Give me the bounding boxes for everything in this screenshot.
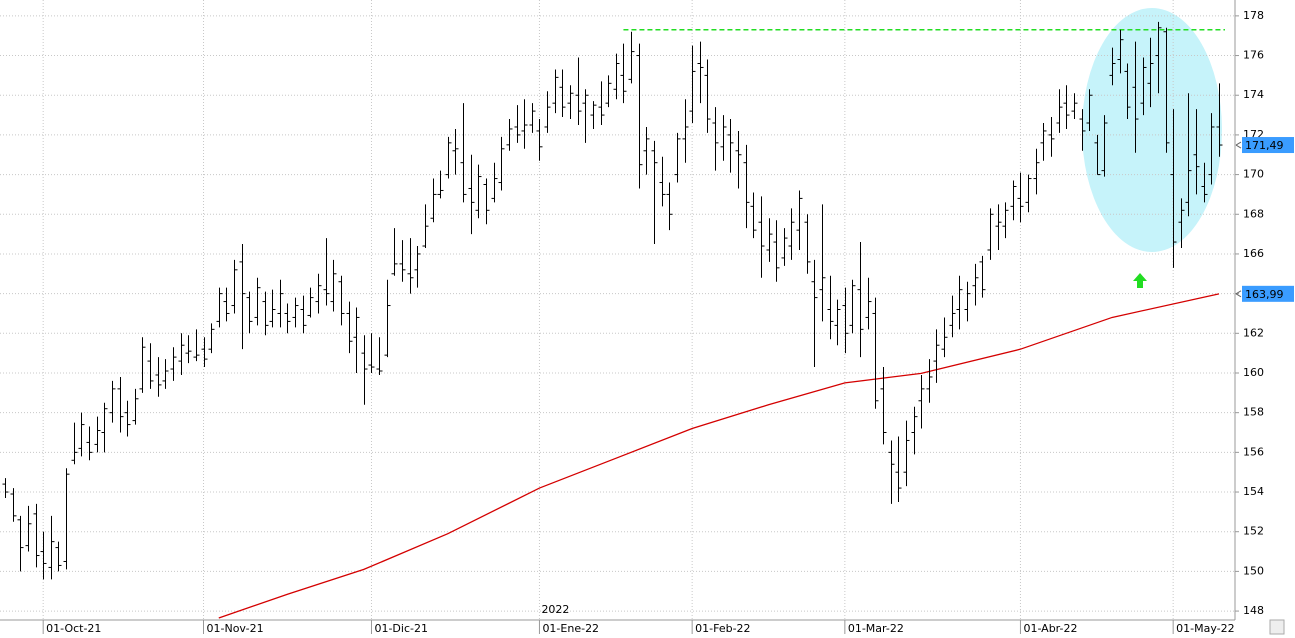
y-tick-label: 178 [1243,9,1264,22]
x-tick-label: 01-Ene-22 [542,622,599,635]
price-tag-label: 171,49 [1245,139,1284,152]
moving-average [218,293,1220,619]
y-tick-label: 166 [1243,247,1264,260]
x-tick-label: 01-Mar-22 [848,622,904,635]
x-tick-label: 01-Feb-22 [695,622,750,635]
y-tick-label: 154 [1243,485,1264,498]
y-tick-label: 168 [1243,207,1264,220]
year-label: 2022 [541,603,569,616]
y-tick-label: 162 [1243,326,1264,339]
x-tick-label: 01-May-22 [1176,622,1234,635]
x-tick-label: 01-Abr-22 [1023,622,1077,635]
settings-icon[interactable] [1269,619,1285,635]
price-tag [1242,285,1294,302]
up-arrow [1133,273,1147,288]
y-tick-label: 156 [1243,445,1264,458]
y-tick-label: 158 [1243,406,1264,419]
y-tick-label: 152 [1243,525,1264,538]
tag-pointer [1235,141,1242,149]
x-tick-label: 01-Oct-21 [46,622,101,635]
price-tag [1242,137,1294,154]
y-tick-label: 148 [1243,604,1264,617]
y-tick-label: 174 [1243,88,1264,101]
x-tick-label: 01-Dic-21 [374,622,428,635]
x-tick-label: 01-Nov-21 [207,622,264,635]
price-tag-label: 163,99 [1245,288,1284,301]
y-tick-label: 176 [1243,49,1264,62]
y-tick-label: 170 [1243,168,1264,181]
y-tick-label: 160 [1243,366,1264,379]
highlight-ellipse [1082,8,1222,252]
tag-pointer [1235,290,1242,298]
y-tick-label: 150 [1243,564,1264,577]
